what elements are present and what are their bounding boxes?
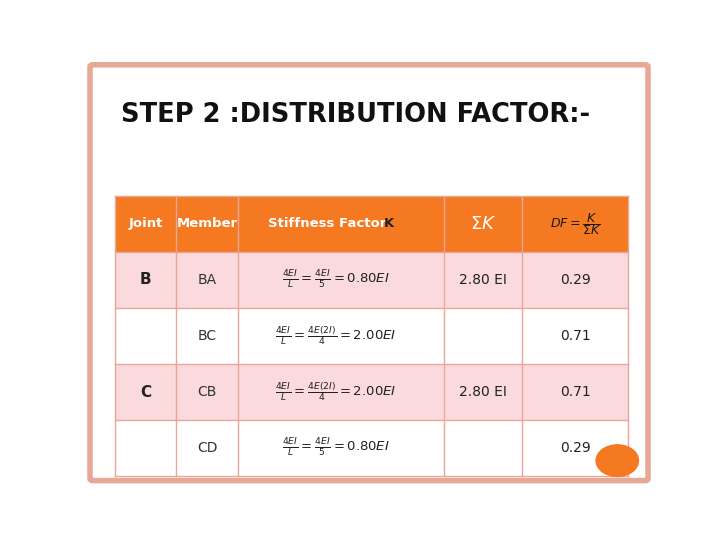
FancyBboxPatch shape bbox=[115, 308, 629, 364]
Text: BC: BC bbox=[197, 329, 217, 343]
FancyBboxPatch shape bbox=[115, 252, 629, 308]
FancyBboxPatch shape bbox=[115, 364, 629, 420]
Text: $\frac{4EI}{L} = \frac{4E(2I)}{4} = 2.00EI$: $\frac{4EI}{L} = \frac{4E(2I)}{4} = 2.00… bbox=[275, 325, 396, 347]
Text: 0.71: 0.71 bbox=[560, 329, 591, 343]
Text: $\frac{4EI}{L} = \frac{4EI}{5} = 0.80EI$: $\frac{4EI}{L} = \frac{4EI}{5} = 0.80EI$ bbox=[282, 269, 390, 291]
Text: BA: BA bbox=[197, 273, 217, 287]
Text: Member: Member bbox=[176, 217, 238, 231]
Text: 0.29: 0.29 bbox=[560, 441, 591, 455]
Text: 0.29: 0.29 bbox=[560, 273, 591, 287]
Text: CD: CD bbox=[197, 441, 217, 455]
Text: Joint: Joint bbox=[129, 217, 163, 231]
Text: Stiffness Factor: Stiffness Factor bbox=[269, 217, 392, 231]
Text: $\Sigma K$: $\Sigma K$ bbox=[470, 215, 497, 233]
Text: K: K bbox=[384, 217, 394, 231]
Text: CB: CB bbox=[197, 385, 217, 399]
Text: 0.71: 0.71 bbox=[560, 385, 591, 399]
Text: 2.80 EI: 2.80 EI bbox=[459, 385, 508, 399]
Text: STEP 2 :DISTRIBUTION FACTOR:-: STEP 2 :DISTRIBUTION FACTOR:- bbox=[121, 102, 590, 128]
Circle shape bbox=[596, 445, 639, 476]
Text: $DF=\dfrac{K}{\Sigma K}$: $DF=\dfrac{K}{\Sigma K}$ bbox=[550, 211, 601, 237]
Text: 2.80 EI: 2.80 EI bbox=[459, 273, 508, 287]
Text: C: C bbox=[140, 384, 151, 400]
FancyBboxPatch shape bbox=[115, 420, 629, 476]
Text: B: B bbox=[140, 273, 152, 287]
FancyBboxPatch shape bbox=[90, 65, 648, 481]
Text: $\frac{4EI}{L} = \frac{4E(2I)}{4} = 2.00EI$: $\frac{4EI}{L} = \frac{4E(2I)}{4} = 2.00… bbox=[275, 381, 396, 403]
Text: $\frac{4EI}{L} = \frac{4EI}{5} = 0.80EI$: $\frac{4EI}{L} = \frac{4EI}{5} = 0.80EI$ bbox=[282, 437, 390, 460]
FancyBboxPatch shape bbox=[115, 196, 629, 252]
